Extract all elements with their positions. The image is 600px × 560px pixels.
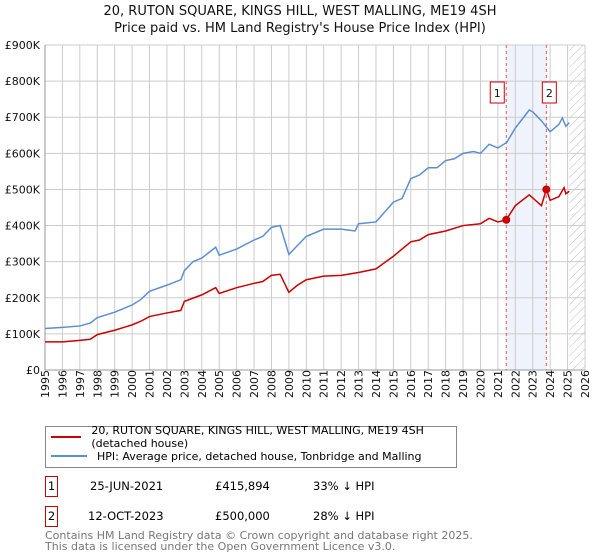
chart-title: 20, RUTON SQUARE, KINGS HILL, WEST MALLI… <box>103 4 497 19</box>
transaction-price: £415,894 <box>215 479 270 493</box>
x-tick-label: 2002 <box>161 370 174 398</box>
x-tick-label: 2001 <box>144 370 157 398</box>
legend-swatch-blue <box>51 455 87 457</box>
transaction-marker: 2 <box>45 506 58 527</box>
transaction-hpi: 28% ↓ HPI <box>313 509 375 523</box>
x-tick-label: 2015 <box>387 370 400 398</box>
x-tick-label: 2018 <box>440 370 453 398</box>
x-tick-label: 2023 <box>527 370 540 398</box>
legend-label: 20, RUTON SQUARE, KINGS HILL, WEST MALLI… <box>91 424 424 450</box>
x-tick-label: 2021 <box>492 370 505 398</box>
annotation-box <box>489 81 505 104</box>
price-chart: 1995 1996 1997 1998 1999 2000 2001 2002 2003 2004… <box>5 39 592 398</box>
x-tick-label: 2026 <box>579 370 592 398</box>
legend-item-property: 20, RUTON SQUARE, KINGS HILL, WEST MALLI… <box>51 424 456 450</box>
x-tick-label: 2005 <box>213 370 226 398</box>
y-tick-label: £100K <box>5 328 41 341</box>
x-tick-label: 2007 <box>248 370 261 398</box>
annotation-box <box>541 81 557 104</box>
legend-label: HPI: Average price, detached house, Tonb… <box>97 449 422 463</box>
x-tick-label: 2010 <box>300 370 313 398</box>
x-tick-label: 2000 <box>126 370 139 398</box>
y-tick-label: £900K <box>5 39 41 52</box>
x-tick-label: 1996 <box>56 370 69 398</box>
chart-subtitle: Price paid vs. HM Land Registry's House … <box>114 21 486 36</box>
transaction-marker: 1 <box>45 476 58 497</box>
x-tick-label: 1998 <box>91 370 104 398</box>
legend-item-hpi: HPI: Average price, detached house, Tonb… <box>51 447 422 465</box>
y-tick-label: £700K <box>5 111 41 124</box>
x-tick-label: 2011 <box>318 370 331 398</box>
x-tick-label: 2022 <box>509 370 522 398</box>
x-tick-label: 2025 <box>562 370 575 398</box>
footer-line: Contains HM Land Registry data © Crown c… <box>45 529 473 542</box>
y-tick-label: £300K <box>5 256 41 269</box>
transaction-date: 12-OCT-2023 <box>88 509 164 523</box>
y-tick-label: £0 <box>26 364 40 377</box>
x-tick-label: 2024 <box>544 370 557 398</box>
x-tick-label: 2016 <box>405 370 418 398</box>
sale-point <box>502 215 511 224</box>
x-tick-label: 2006 <box>231 370 244 398</box>
y-tick-label: £800K <box>5 75 41 88</box>
x-tick-label: 2004 <box>196 370 209 398</box>
series-line <box>45 185 570 343</box>
forecast-hatch <box>569 45 585 370</box>
x-tick-label: 2013 <box>353 370 366 398</box>
transaction-price: £500,000 <box>215 509 270 523</box>
legend: 20, RUTON SQUARE, KINGS HILL, WEST MALLI… <box>45 424 457 468</box>
footer: Contains HM Land Registry data © Crown c… <box>45 530 473 552</box>
annotation-label: 1 <box>494 87 501 100</box>
x-tick-label: 2009 <box>283 370 296 398</box>
footer-line: This data is licensed under the Open Gov… <box>45 540 396 553</box>
y-tick-label: £600K <box>5 147 41 160</box>
annotation-label: 2 <box>546 87 553 100</box>
transaction-row: 1 25-JUN-2021 £415,894 33% ↓ HPI <box>45 476 545 497</box>
x-tick-label: 2020 <box>474 370 487 398</box>
x-tick-label: 2014 <box>370 370 383 398</box>
x-tick-label: 2017 <box>422 370 435 398</box>
x-tick-label: 2012 <box>335 370 348 398</box>
sale-point <box>542 185 551 194</box>
series-line <box>44 109 570 330</box>
y-tick-label: £200K <box>5 292 41 305</box>
x-tick-label: 1997 <box>74 370 87 398</box>
x-tick-label: 2008 <box>265 370 278 398</box>
shaded-period <box>506 45 547 370</box>
y-tick-label: £500K <box>5 183 41 196</box>
y-tick-label: £400K <box>5 220 41 233</box>
transaction-row: 2 12-OCT-2023 £500,000 28% ↓ HPI <box>45 506 545 527</box>
x-tick-label: 2019 <box>457 370 470 398</box>
x-tick-label: 1995 <box>39 370 52 398</box>
transaction-hpi: 33% ↓ HPI <box>313 479 375 493</box>
transaction-date: 25-JUN-2021 <box>90 479 164 493</box>
x-tick-label: 2003 <box>178 370 191 398</box>
x-tick-label: 1999 <box>109 370 122 398</box>
legend-swatch-red <box>51 436 82 438</box>
